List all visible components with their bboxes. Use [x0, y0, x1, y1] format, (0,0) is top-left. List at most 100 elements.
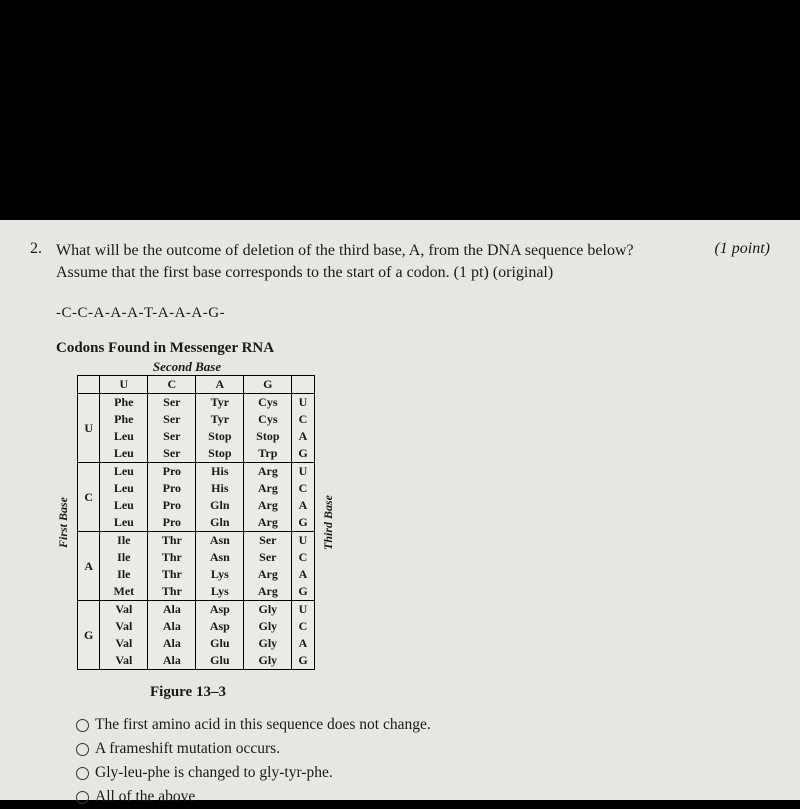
cell: Ile — [100, 566, 148, 583]
third: C — [292, 480, 314, 497]
cell: Arg — [244, 514, 292, 532]
dna-sequence: -C-C-A-A-A-T-A-A-A-G- — [56, 305, 770, 322]
choice-b[interactable]: A frameshift mutation occurs. — [76, 737, 770, 761]
choice-d-text: All of the above — [95, 785, 195, 809]
cell: Arg — [244, 463, 292, 481]
row-A: A — [78, 532, 100, 601]
cell: Leu — [100, 514, 148, 532]
third: A — [292, 428, 314, 445]
cell: Met — [100, 583, 148, 601]
cell: Ser — [148, 428, 196, 445]
cell: Ala — [148, 601, 196, 619]
table-row: PheSerTyrCysC — [78, 411, 315, 428]
third: C — [292, 618, 314, 635]
cell: Asp — [196, 618, 244, 635]
cell: Trp — [244, 445, 292, 463]
choice-a[interactable]: The first amino acid in this sequence do… — [76, 713, 770, 737]
cell: Arg — [244, 480, 292, 497]
codon-table: U C A G U Phe Ser Tyr Cys U PheSerTyrCys… — [77, 375, 315, 670]
figure-caption: Figure 13–3 — [150, 684, 770, 701]
radio-icon[interactable] — [76, 743, 89, 756]
cell: Thr — [148, 532, 196, 550]
cell: Ala — [148, 652, 196, 670]
cell: Ala — [148, 618, 196, 635]
third: A — [292, 635, 314, 652]
choice-c[interactable]: Gly-leu-phe is changed to gly-tyr-phe. — [76, 761, 770, 785]
third: C — [292, 411, 314, 428]
col-A: A — [196, 376, 244, 394]
table-row: G ValAlaAspGlyU — [78, 601, 315, 619]
cell: Val — [100, 635, 148, 652]
cell: Ser — [148, 445, 196, 463]
cell: Ala — [148, 635, 196, 652]
header-row: U C A G — [78, 376, 315, 394]
cell: Glu — [196, 652, 244, 670]
cell: Stop — [196, 445, 244, 463]
table-row: LeuSerStopTrpG — [78, 445, 315, 463]
cell: Arg — [244, 566, 292, 583]
cell: Lys — [196, 583, 244, 601]
cell: Val — [100, 652, 148, 670]
col-G: G — [244, 376, 292, 394]
table-row: ValAlaAspGlyC — [78, 618, 315, 635]
table-row: LeuProGlnArgG — [78, 514, 315, 532]
third-base-label: Third Base — [321, 495, 336, 550]
third: G — [292, 652, 314, 670]
answer-choices: The first amino acid in this sequence do… — [76, 713, 770, 809]
question-points: (1 point) — [714, 240, 770, 258]
third: C — [292, 549, 314, 566]
third-corner — [292, 376, 314, 394]
cell: Val — [100, 601, 148, 619]
table-row: U Phe Ser Tyr Cys U — [78, 394, 315, 412]
cell: Leu — [100, 445, 148, 463]
third: U — [292, 532, 314, 550]
cell: Asp — [196, 601, 244, 619]
cell: Pro — [148, 480, 196, 497]
radio-icon[interactable] — [76, 719, 89, 732]
cell: Leu — [100, 428, 148, 445]
radio-icon[interactable] — [76, 791, 89, 804]
table-row: LeuProGlnArgA — [78, 497, 315, 514]
cell: Gly — [244, 635, 292, 652]
cell: Ser — [244, 532, 292, 550]
question-block: 2. What will be the outcome of deletion … — [30, 240, 770, 283]
table-row: LeuSerStopStopA — [78, 428, 315, 445]
cell: Thr — [148, 549, 196, 566]
cell: Gly — [244, 652, 292, 670]
cell: Ile — [100, 549, 148, 566]
cell: Cys — [244, 394, 292, 412]
cell: Phe — [100, 394, 148, 412]
cell: His — [196, 480, 244, 497]
choice-c-text: Gly-leu-phe is changed to gly-tyr-phe. — [95, 761, 333, 785]
third: A — [292, 497, 314, 514]
first-base-label: First Base — [56, 497, 71, 548]
cell: Thr — [148, 583, 196, 601]
question-line1: What will be the outcome of deletion of … — [56, 242, 634, 259]
col-U: U — [100, 376, 148, 394]
cell: Tyr — [196, 411, 244, 428]
third: U — [292, 601, 314, 619]
cell: Leu — [100, 463, 148, 481]
cell: Asn — [196, 549, 244, 566]
cell: Phe — [100, 411, 148, 428]
third: G — [292, 445, 314, 463]
choice-a-text: The first amino acid in this sequence do… — [95, 713, 431, 737]
row-U: U — [78, 394, 100, 463]
cell: Lys — [196, 566, 244, 583]
table-row: IleThrLysArgA — [78, 566, 315, 583]
cell: Ser — [148, 394, 196, 412]
cell: Ile — [100, 532, 148, 550]
choice-b-text: A frameshift mutation occurs. — [95, 737, 280, 761]
cell: Gly — [244, 618, 292, 635]
cell: Arg — [244, 497, 292, 514]
table-row: ValAlaGluGlyG — [78, 652, 315, 670]
radio-icon[interactable] — [76, 767, 89, 780]
worksheet-page: 2. What will be the outcome of deletion … — [0, 220, 800, 800]
question-line2: Assume that the first base corresponds t… — [56, 264, 553, 281]
cell: Ser — [148, 411, 196, 428]
choice-d[interactable]: All of the above — [76, 785, 770, 809]
table-row: IleThrAsnSerC — [78, 549, 315, 566]
third: G — [292, 583, 314, 601]
table-row: A IleThrAsnSerU — [78, 532, 315, 550]
cell: Arg — [244, 583, 292, 601]
